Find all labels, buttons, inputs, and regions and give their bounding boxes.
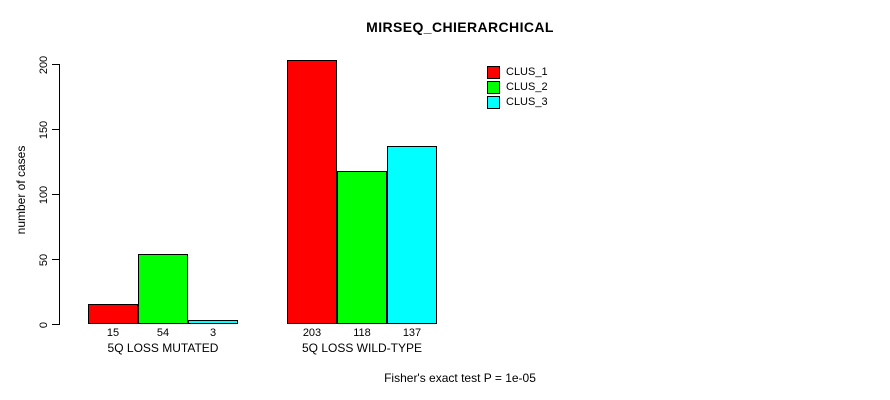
y-tick [52,64,59,65]
legend-swatch [487,66,500,79]
bar-clus_2-group2 [337,171,387,324]
y-tick [52,259,59,260]
legend-item-clus_3: CLUS_3 [487,95,548,110]
bar-value-label: 54 [156,327,170,339]
bar-value-label: 137 [402,327,422,339]
y-axis-line [59,64,60,325]
bar-clus_3-group1 [188,320,238,324]
y-tick [52,324,59,325]
bar-clus_3-group2 [387,146,437,324]
bar-clus_1-group1 [88,304,138,324]
y-tick-label: 50 [38,253,50,266]
legend-swatch [487,96,500,109]
category-label: 5Q LOSS MUTATED [107,341,219,355]
legend-label: CLUS_3 [506,96,548,108]
y-tick [52,129,59,130]
legend-label: CLUS_1 [506,66,548,78]
legend-item-clus_1: CLUS_1 [487,65,548,80]
legend-label: CLUS_2 [506,81,548,93]
legend: CLUS_1 CLUS_2 CLUS_3 [487,65,548,110]
legend-swatch [487,81,500,94]
bar-value-label: 118 [353,327,371,339]
bar-clus_2-group1 [138,254,188,324]
stat-annotation: Fisher's exact test P = 1e-05 [384,371,536,385]
legend-item-clus_2: CLUS_2 [487,80,548,95]
y-tick-label: 150 [38,120,50,139]
y-tick-label: 100 [38,185,50,204]
y-tick [52,194,59,195]
y-tick-label: 200 [38,55,50,74]
bar-value-label: 203 [302,327,322,339]
chart-title: MIRSEQ_CHIERARCHICAL [366,19,554,35]
bar-value-label: 3 [209,327,217,339]
bar-clus_1-group2 [287,60,337,324]
y-tick-label: 0 [38,321,50,328]
category-label: 5Q LOSS WILD-TYPE [301,341,423,355]
bar-value-label: 15 [106,327,120,339]
y-axis-title: number of cases [14,145,28,235]
